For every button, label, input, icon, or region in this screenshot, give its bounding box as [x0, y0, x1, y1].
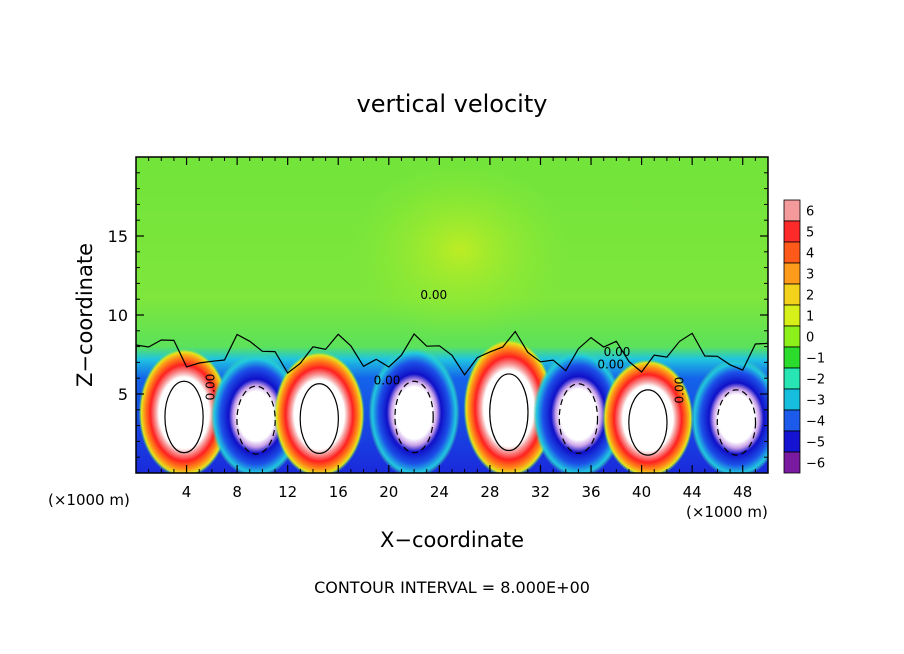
contour-label: 0.00 — [604, 345, 631, 359]
colorbar-label: −2 — [806, 373, 825, 388]
x-tick-label: 20 — [379, 483, 398, 501]
updraft-cell — [602, 359, 694, 473]
colorbar-label: −6 — [806, 457, 825, 472]
x-tick-label: 32 — [531, 483, 550, 501]
upper-haze — [350, 160, 570, 340]
updraft-cell — [463, 338, 555, 473]
x-tick-label: 48 — [733, 483, 752, 501]
colorbar-swatch — [783, 241, 801, 264]
colorbar-label: 6 — [806, 205, 814, 220]
colorbar-label: −3 — [806, 394, 825, 409]
contour-label: 0.00 — [374, 374, 401, 388]
colorbar-swatch — [783, 367, 801, 390]
x-unit-left: (×1000 m) — [48, 491, 130, 509]
x-tick-label: 16 — [329, 483, 348, 501]
x-tick-label: 40 — [632, 483, 651, 501]
x-tick-label: 8 — [232, 483, 242, 501]
colorbar-swatch — [783, 451, 801, 474]
colorbar-swatch — [783, 304, 801, 327]
colorbar-label: 1 — [806, 310, 814, 325]
colorbar-label: 5 — [806, 226, 814, 241]
colorbar-swatch — [783, 388, 801, 411]
colorbar-label: 4 — [806, 247, 814, 262]
y-tick-label: 5 — [118, 385, 128, 404]
contour-label: 0.00 — [420, 288, 447, 302]
contour-line — [236, 385, 276, 455]
x-tick-label: 36 — [581, 483, 600, 501]
downdraft-cell — [368, 348, 460, 473]
x-unit-right: (×1000 m) — [686, 503, 768, 521]
colorbar-swatch — [783, 283, 801, 306]
downdraft-cell — [532, 351, 624, 473]
contour-line — [394, 380, 434, 454]
y-axis-label: Z−coordinate — [73, 243, 97, 387]
y-tick-label: 10 — [108, 306, 128, 325]
contour-line — [558, 383, 599, 454]
colorbar-label: −4 — [806, 415, 825, 430]
x-axis-label: X−coordinate — [380, 528, 524, 552]
contour-label: 0.00 — [203, 374, 217, 401]
x-tick-label: 44 — [683, 483, 702, 501]
colorbar-label: −5 — [806, 436, 825, 451]
x-tick-label: 24 — [430, 483, 449, 501]
colorbar-swatch — [783, 199, 801, 222]
contour-line — [164, 380, 204, 454]
contour-line — [299, 383, 339, 454]
contour-line — [716, 389, 757, 456]
colorbar-swatch — [783, 325, 801, 348]
colorbar-swatch — [783, 409, 801, 432]
colorbar-swatch — [783, 262, 801, 285]
colorbar-label: −1 — [806, 352, 825, 367]
colorbar-swatch — [783, 346, 801, 369]
colorbar: 6 5 4 3 2 1 0 −1 −2 −3 −4 −5 −6 — [783, 199, 825, 474]
contour-label: 0.00 — [597, 358, 624, 372]
x-tick-label: 4 — [182, 483, 192, 501]
heatmap-field: 0.00 0.000.000.000.000.00 — [136, 157, 768, 473]
colorbar-label: 3 — [806, 268, 814, 283]
colorbar-swatch — [783, 430, 801, 453]
contour-line — [489, 373, 529, 452]
x-tick-label: 12 — [278, 483, 297, 501]
contour-line — [628, 389, 668, 456]
zero-contour — [136, 330, 768, 376]
x-tick-label: 28 — [480, 483, 499, 501]
colorbar-label: 2 — [806, 289, 814, 304]
contour-label: 0.00 — [672, 377, 686, 404]
downdraft-cell — [690, 359, 768, 473]
updraft-cell — [138, 348, 230, 473]
colorbar-swatch — [783, 220, 801, 243]
y-tick-label: 15 — [108, 227, 128, 246]
contour-interval-note: CONTOUR INTERVAL = 8.000E+00 — [314, 578, 590, 597]
colorbar-label: 0 — [806, 331, 814, 346]
updraft-cell — [273, 351, 365, 473]
chart-title: vertical velocity — [357, 90, 548, 118]
